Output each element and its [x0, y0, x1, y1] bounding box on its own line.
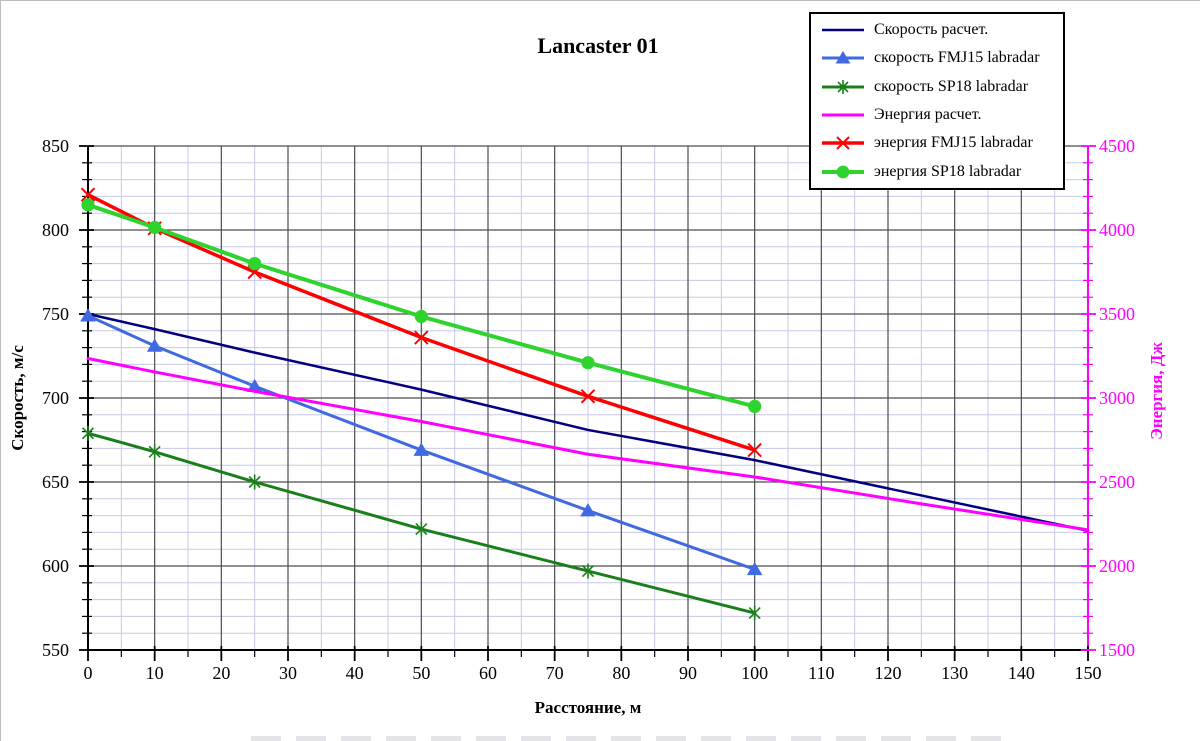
series-triangle-4169e1 [80, 308, 763, 576]
y-left-tick-label: 550 [42, 640, 69, 660]
asterisk-marker [581, 564, 595, 578]
y-left-tick-label: 750 [42, 304, 69, 324]
y-left-tick-label: 850 [42, 136, 69, 156]
legend-item: энергия FMJ15 labradar [819, 130, 1063, 157]
cropped-text-row [251, 736, 1011, 741]
series-line [86, 314, 757, 571]
chart-canvas: 850 800 750 700 650 600 550 0 10 20 30 40 50 60 70 80 90… [42, 136, 1135, 683]
x-marker [414, 330, 429, 345]
x-tick-label: 50 [412, 663, 430, 683]
y-left-tick-label: 800 [42, 220, 69, 240]
series-line [86, 202, 757, 409]
x-tick-label: 30 [279, 663, 297, 683]
x-tick-label: 120 [875, 663, 902, 683]
triangle-marker [746, 561, 763, 576]
x-tick-label: 80 [612, 663, 630, 683]
series-none-ff00ff [86, 357, 1090, 532]
legend-swatch-asterisk-icon [822, 79, 864, 94]
legend-swatch-circle-icon [822, 165, 864, 179]
series-line [86, 312, 1090, 532]
legend-label: Скорость расчет. [874, 21, 989, 39]
chart-title: Lancaster 01 [537, 33, 659, 58]
series-line [86, 431, 757, 615]
x-tick-label: 130 [941, 663, 968, 683]
x-tick-label: 40 [346, 663, 364, 683]
x-tick-label: 90 [679, 663, 697, 683]
x-tick-label: 140 [1008, 663, 1035, 683]
y-right-tick-label: 1500 [1099, 640, 1135, 660]
triangle-marker [80, 308, 96, 322]
y-left-tick-label: 650 [42, 472, 69, 492]
series-asterisk-1a7f1a [81, 425, 761, 621]
chart-legend: Скорость расчет. скорость FMJ15 labradar… [809, 12, 1065, 190]
y-right-tick-label: 2500 [1099, 472, 1135, 492]
y-right-tick-label: 2000 [1099, 556, 1135, 576]
x-tick-label: 100 [741, 663, 768, 683]
legend-swatch-line-icon [822, 113, 864, 117]
legend-label: энергия SP18 labradar [874, 162, 1022, 180]
series-none-000080 [86, 312, 1090, 532]
legend-label: энергия FMJ15 labradar [874, 134, 1033, 152]
asterisk-marker [248, 475, 261, 489]
x-tick-label: 10 [146, 663, 164, 683]
legend-item: скорость FMJ15 labradar [819, 45, 1063, 72]
x-tick-label: 20 [212, 663, 230, 683]
x-tick-label: 110 [808, 663, 834, 683]
legend-label: скорость FMJ15 labradar [874, 49, 1040, 67]
y-right-tick-label: 4000 [1099, 220, 1135, 240]
x-tick-label: 0 [84, 663, 93, 683]
asterisk-marker [148, 445, 161, 458]
asterisk-marker [81, 427, 95, 440]
y-right-tick-label: 4500 [1099, 136, 1135, 156]
x-axis-title: Расстояние, м [535, 698, 642, 717]
asterisk-marker [748, 606, 761, 620]
y-right-tick-label: 3000 [1099, 388, 1135, 408]
circle-marker [581, 356, 595, 370]
x-tick-label: 150 [1075, 663, 1102, 683]
triangle-marker [413, 442, 430, 456]
legend-swatch-x-icon [822, 136, 864, 151]
circle-marker [148, 220, 162, 235]
x-tick-label: 60 [479, 663, 497, 683]
triangle-marker [146, 338, 163, 352]
circle-marker [248, 257, 262, 271]
triangle-marker [246, 378, 263, 393]
circle-marker [81, 198, 95, 212]
legend-item: энергия SP18 labradar [819, 158, 1063, 185]
legend-swatch-line-icon [822, 28, 864, 32]
legend-swatch-triangle-icon [822, 51, 864, 64]
series-line [86, 357, 1090, 532]
legend-label: Энергия расчет. [874, 106, 982, 124]
x-marker [580, 389, 596, 404]
y-left-tick-label: 700 [42, 388, 69, 408]
x-marker [80, 187, 96, 202]
triangle-marker [580, 503, 596, 517]
legend-label: скорость SP18 labradar [874, 77, 1029, 95]
series-circle-2ed32e [81, 198, 762, 413]
circle-marker [414, 309, 428, 324]
y-axis-right-title: Энергия, Дж [1147, 342, 1166, 440]
legend-item: скорость SP18 labradar [819, 73, 1063, 100]
y-left-tick-label: 600 [42, 556, 69, 576]
x-tick-label: 70 [546, 663, 564, 683]
legend-item: Скорость расчет. [819, 17, 1063, 44]
y-axis-left-title: Скорость, м/с [8, 345, 27, 451]
legend-item: Энергия расчет. [819, 102, 1063, 129]
asterisk-marker [415, 522, 428, 536]
y-right-tick-label: 3500 [1099, 304, 1135, 324]
circle-marker [748, 399, 762, 413]
x-marker [747, 442, 762, 458]
